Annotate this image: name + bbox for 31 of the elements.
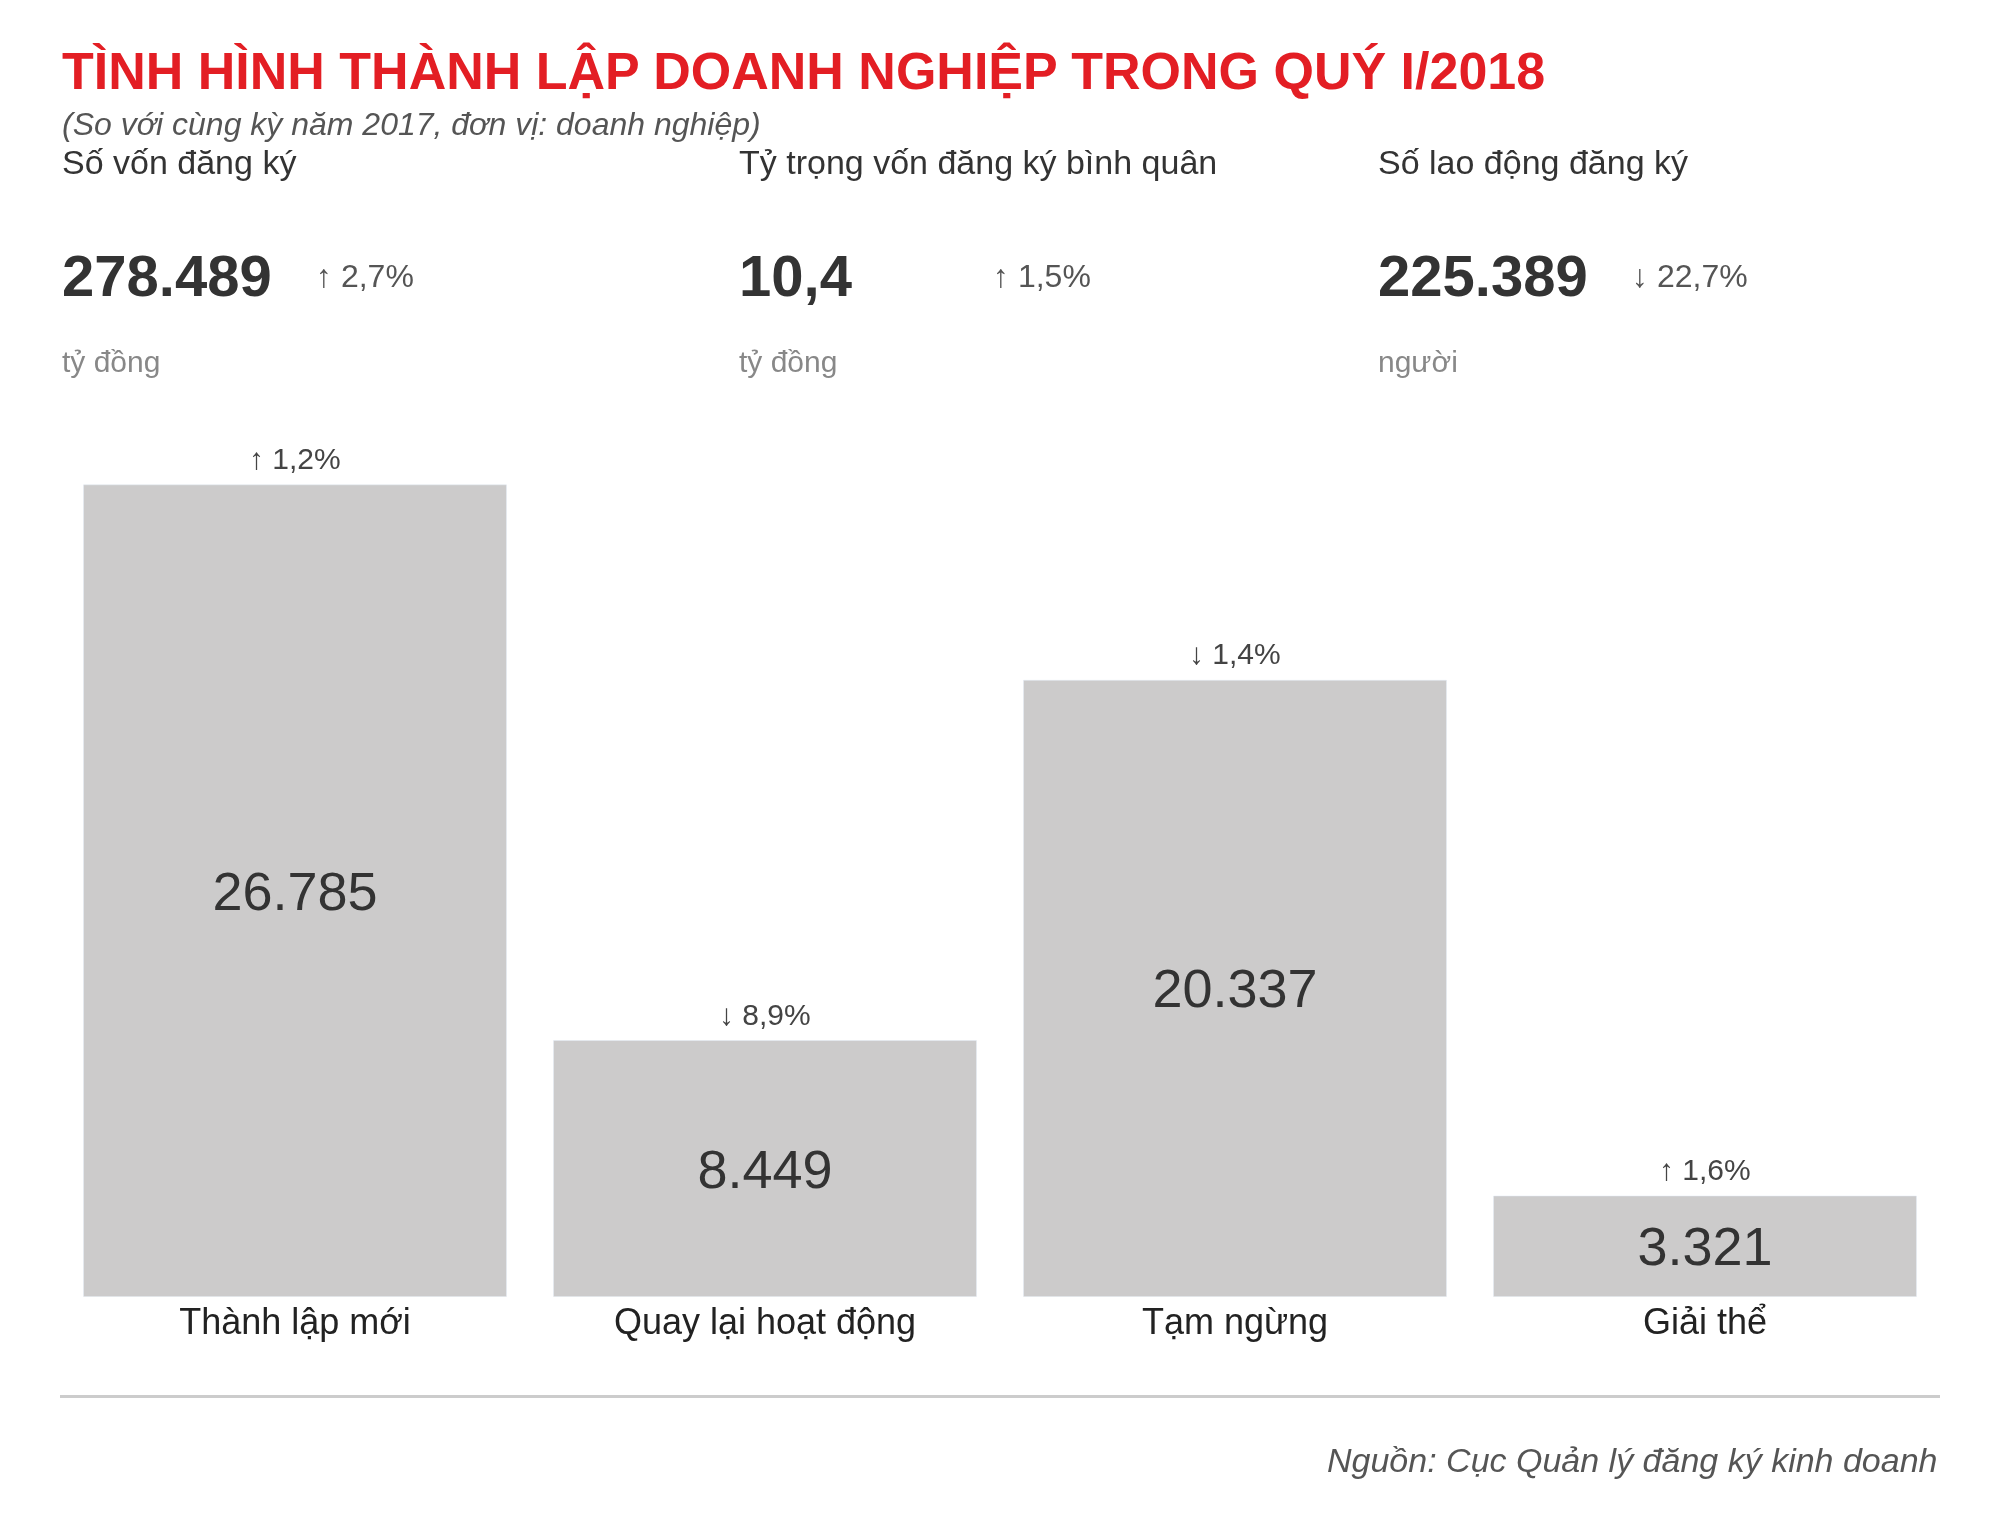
text: Nguồn: Cục Quản lý đăng ký kinh doanh — [1327, 1441, 1938, 1479]
data-label: 26.785 — [212, 860, 378, 921]
text: Tỷ trọng vốn đăng ký bình quân — [739, 143, 1218, 181]
x-tick-label: Giải thể — [1642, 1300, 1768, 1342]
annotation: ↓ 8,9% — [719, 998, 811, 1031]
bar — [553, 1040, 977, 1297]
bar — [1493, 1195, 1917, 1297]
chart-subtitle: (So với cùng kỳ năm 2017, đơn vị: doanh nghiệp) — [62, 106, 761, 142]
text: tỷ đồng — [739, 345, 838, 378]
text: tỷ đồng — [62, 345, 161, 378]
text: ↓ 22,7% — [1632, 258, 1748, 294]
x-tick-label: Thành lập mới — [179, 1300, 411, 1342]
text: Số lao động đăng ký — [1378, 143, 1689, 181]
text: ↑ 1,5% — [993, 258, 1091, 294]
text: 278.489 — [62, 243, 272, 308]
chart-title: TÌNH HÌNH THÀNH LẬP DOANH NGHIỆP TRONG QUÝ I/2018 — [62, 42, 1546, 100]
data-label: 20.337 — [1152, 958, 1318, 1019]
data-label: 3.321 — [1637, 1216, 1773, 1277]
text: người — [1378, 345, 1458, 378]
data-label: 8.449 — [697, 1138, 833, 1199]
bar — [83, 484, 507, 1297]
text: ↑ 1,2% — [249, 442, 341, 475]
text: ↑ 2,7% — [316, 258, 414, 294]
annotation: ↑ 1,6% — [1659, 1153, 1751, 1186]
x-tick-label: Tạm ngừng — [1141, 1300, 1329, 1342]
bar — [1023, 680, 1447, 1297]
text: Số vốn đăng ký — [62, 143, 297, 181]
text: 10,4 — [739, 243, 852, 308]
annotation: ↓ 1,4% — [1189, 637, 1281, 670]
x-tick-label: Quay lại hoạt động — [613, 1300, 917, 1342]
text: 225.389 — [1378, 243, 1588, 308]
